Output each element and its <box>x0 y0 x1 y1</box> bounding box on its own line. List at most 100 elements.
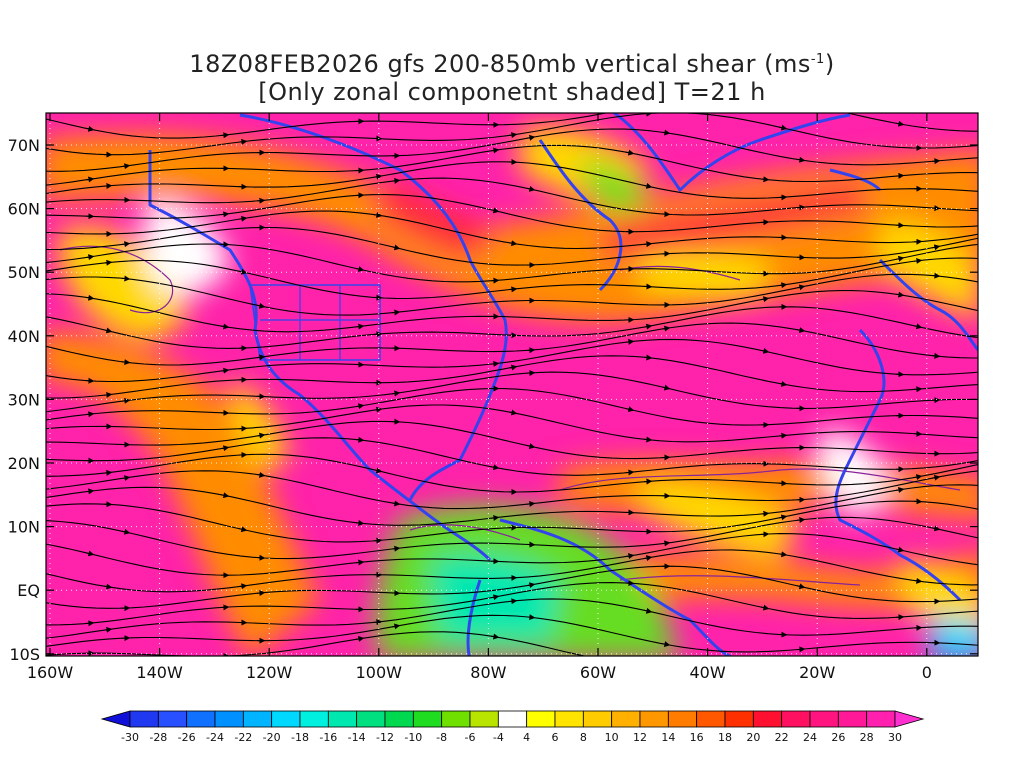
streamline-arrow <box>391 309 401 316</box>
streamline-arrow <box>85 176 95 183</box>
streamline-arrow <box>778 124 788 131</box>
streamline-arrow <box>778 551 788 558</box>
streamline-arrow <box>373 619 383 626</box>
colorbar-label: 10 <box>605 731 619 744</box>
colorbar-segment <box>752 710 783 728</box>
colorbar-label: 20 <box>746 731 760 744</box>
streamline <box>46 194 978 233</box>
lon-label: 0 <box>922 663 932 682</box>
colorbar-segment <box>554 710 584 728</box>
streamline-arrow <box>103 583 113 590</box>
streamline-arrow <box>796 327 806 334</box>
colorbar-label: -28 <box>149 731 167 744</box>
colorbar-segment <box>866 710 896 728</box>
colorbar-segment <box>299 710 329 728</box>
streamline-arrow <box>220 445 230 452</box>
streamline-arrow <box>121 397 131 404</box>
streamline-arrow <box>391 623 401 630</box>
streamline-arrow <box>121 241 131 248</box>
streamline-arrow <box>913 577 923 584</box>
streamline-arrow <box>643 354 653 361</box>
colorbar-segment <box>186 710 216 728</box>
streamline <box>46 273 978 316</box>
colorbar-segment <box>724 710 754 728</box>
streamline-arrow <box>626 108 632 109</box>
streamline-arrow <box>643 241 653 248</box>
streamline-arrow <box>490 633 500 640</box>
lat-label: EQ <box>17 581 40 600</box>
lat-label: 60N <box>8 200 40 219</box>
streamline-arrow <box>760 604 770 611</box>
colorbar-label: 4 <box>523 731 530 744</box>
streamline-arrow <box>643 555 653 562</box>
streamline-arrow <box>760 347 770 354</box>
streamline-arrow <box>355 559 365 566</box>
streamline-arrow <box>238 526 248 533</box>
streamline-arrow <box>355 436 365 443</box>
streamline-arrow <box>238 583 248 590</box>
lat-label: 70N <box>8 136 40 155</box>
streamline-arrow <box>778 380 788 387</box>
colorbar-label: 28 <box>860 731 874 744</box>
streamline-arrow <box>895 120 905 127</box>
map-field <box>46 108 978 656</box>
colorbar-segment <box>157 710 188 728</box>
streamline-arrow <box>103 469 113 476</box>
streamline-arrow <box>85 550 95 557</box>
lat-label: 30N <box>8 390 40 409</box>
streamline <box>46 614 978 653</box>
longitude-axis: 160W 140W 120W 100W 80W 60W 40W 20W 0 <box>27 113 932 682</box>
streamline-arrow <box>661 384 671 391</box>
colorbar-label: -20 <box>263 731 281 744</box>
streamline-arrow <box>220 367 230 374</box>
lat-label: 10N <box>8 518 40 537</box>
streamline-arrow <box>778 282 788 289</box>
streamline-arrow <box>895 255 905 262</box>
streamline-arrow <box>220 132 230 139</box>
streamline <box>46 144 978 186</box>
streamline <box>46 631 587 656</box>
streamline-arrow <box>625 469 635 476</box>
streamline-arrow <box>121 359 131 366</box>
streamline-arrow <box>526 614 536 621</box>
colorbar-segment <box>809 710 839 728</box>
streamline-arrow <box>508 240 518 247</box>
colorbar-label: 26 <box>831 731 845 744</box>
colorbar-label: 24 <box>803 731 817 744</box>
colorbar-segment <box>781 710 811 728</box>
streamline-arrow <box>220 492 230 499</box>
lon-label: 160W <box>27 663 74 682</box>
streamline-arrow <box>931 272 941 279</box>
streamline-arrow <box>796 156 806 163</box>
colorbar-label: 30 <box>888 731 902 744</box>
lon-label: 100W <box>356 663 403 682</box>
colorbar-segment <box>696 710 726 728</box>
streamline-arrow <box>526 500 536 507</box>
streamline-arrow <box>85 125 95 132</box>
colorbar <box>100 710 925 728</box>
colorbar-segment <box>327 710 358 728</box>
streamline-arrow <box>796 583 806 590</box>
streamline-arrow <box>103 327 113 334</box>
streamline-arrow <box>391 545 401 552</box>
streamline <box>46 484 978 526</box>
streamline <box>46 243 978 283</box>
streamline-arrow <box>526 582 536 589</box>
streamline-arrow <box>508 409 518 416</box>
streamline-arrow <box>238 215 248 222</box>
streamline-arrow <box>526 134 536 141</box>
streamline-arrow <box>931 352 941 359</box>
streamline-arrow <box>661 129 671 136</box>
streamline-arrow <box>373 467 383 474</box>
streamline-arrow <box>256 471 266 478</box>
streamline-arrow <box>625 149 635 156</box>
colorbar-segment <box>242 710 273 728</box>
streamline-arrow <box>508 132 518 139</box>
colorbar-label: -24 <box>206 731 224 744</box>
streamline-arrow <box>895 291 905 298</box>
streamline-arrow <box>355 323 365 330</box>
colorbar-label: 6 <box>552 731 559 744</box>
colorbar-label: -18 <box>291 731 309 744</box>
colorbar-label: 18 <box>718 731 732 744</box>
